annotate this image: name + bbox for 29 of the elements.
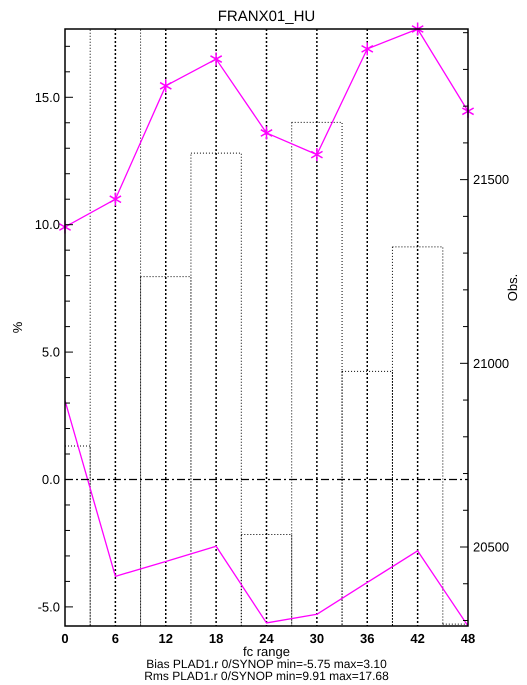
- y2-tick-label: 20500: [473, 540, 510, 555]
- x-tick-label: 0: [61, 631, 69, 646]
- x-tick-label: 24: [259, 631, 274, 646]
- y-axis-title: %: [10, 321, 25, 334]
- point: [310, 147, 324, 162]
- point: [260, 126, 273, 140]
- x-tick-label: 42: [410, 631, 425, 646]
- chart-title: FRANX01_HU: [218, 8, 316, 25]
- y-tick-label: 0.0: [42, 472, 60, 487]
- x-tick-label: 12: [158, 631, 173, 646]
- y-tick-label: 5.0: [42, 344, 60, 360]
- point: [210, 52, 223, 66]
- y-tick-label: 15.0: [34, 90, 60, 105]
- point: [411, 22, 424, 36]
- text: Rms PLAD1.r 0/SYNOP min=9.91 max=17.68: [144, 669, 390, 683]
- x-axis-title: fc range: [243, 644, 290, 659]
- point: [360, 42, 374, 56]
- y-tick-label: 10.0: [34, 217, 60, 232]
- x-tick-label: 18: [208, 631, 224, 646]
- y2-axis-title: Obs.: [505, 274, 520, 302]
- y2-tick-label: 21000: [473, 356, 510, 371]
- point: [159, 78, 172, 94]
- x-tick-label: 6: [112, 631, 119, 646]
- point: [108, 192, 122, 206]
- x-tick-label: 30: [310, 631, 324, 646]
- y2-tick-label: 21500: [473, 172, 510, 188]
- x-tick-label: 36: [360, 631, 374, 646]
- y-tick-label: -5.0: [38, 599, 60, 614]
- x-tick-label: 48: [460, 631, 476, 646]
